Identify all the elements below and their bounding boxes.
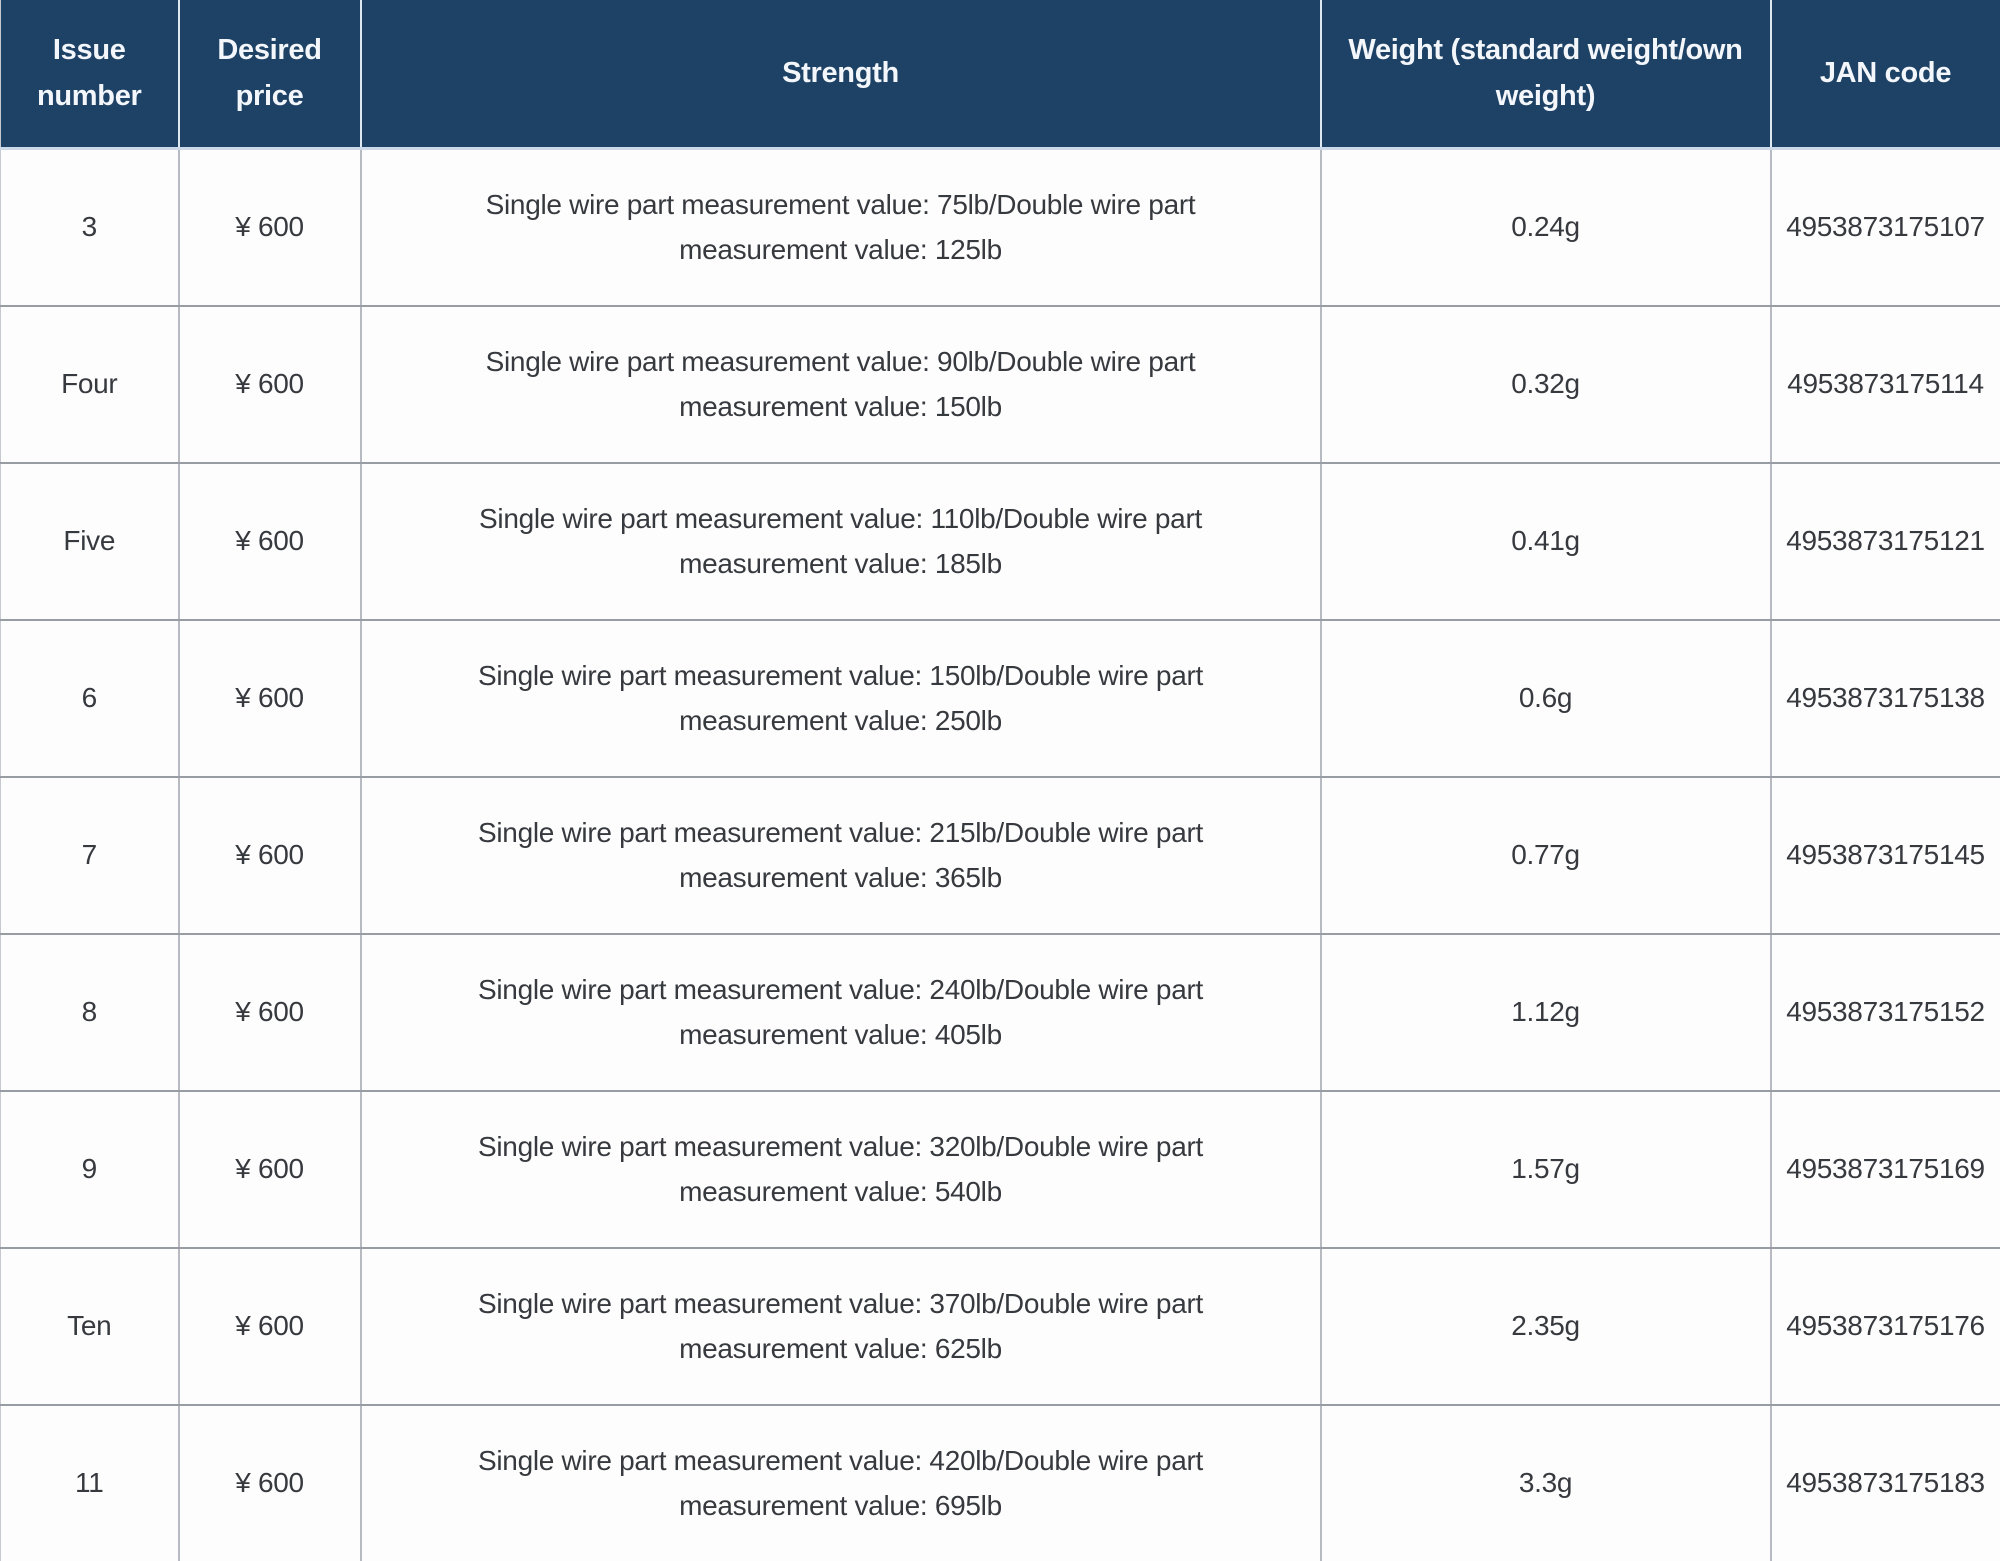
cell-jan-code: 4953873175107: [1770, 148, 2000, 307]
cell-desired-price: ¥ 600: [178, 1405, 362, 1561]
cell-issue-number: Five: [0, 463, 180, 621]
table-row: 11 ¥ 600 Single wire part measurement va…: [0, 1405, 2000, 1561]
column-header-desired-price: Desired price: [178, 0, 362, 150]
cell-weight: 0.24g: [1320, 148, 1772, 307]
cell-strength: Single wire part measurement value: 150l…: [360, 620, 1322, 778]
cell-desired-price: ¥ 600: [178, 620, 362, 778]
cell-weight: 0.77g: [1320, 777, 1772, 935]
cell-issue-number: Four: [0, 306, 180, 464]
cell-issue-number: 8: [0, 934, 180, 1092]
cell-jan-code: 4953873175176: [1770, 1248, 2000, 1406]
cell-weight: 0.41g: [1320, 463, 1772, 621]
cell-jan-code: 4953873175152: [1770, 934, 2000, 1092]
column-header-issue-number: Issue number: [0, 0, 180, 150]
cell-strength: Single wire part measurement value: 90lb…: [360, 306, 1322, 464]
cell-jan-code: 4953873175169: [1770, 1091, 2000, 1249]
cell-strength: Single wire part measurement value: 370l…: [360, 1248, 1322, 1406]
cell-strength: Single wire part measurement value: 75lb…: [360, 148, 1322, 307]
cell-jan-code: 4953873175138: [1770, 620, 2000, 778]
cell-weight: 3.3g: [1320, 1405, 1772, 1561]
cell-issue-number: 7: [0, 777, 180, 935]
cell-weight: 1.57g: [1320, 1091, 1772, 1249]
cell-jan-code: 4953873175114: [1770, 306, 2000, 464]
cell-strength: Single wire part measurement value: 240l…: [360, 934, 1322, 1092]
cell-weight: 0.6g: [1320, 620, 1772, 778]
cell-desired-price: ¥ 600: [178, 934, 362, 1092]
column-header-jan-code: JAN code: [1770, 0, 2000, 150]
cell-issue-number: 6: [0, 620, 180, 778]
header-row: Issue number Desired price Strength Weig…: [0, 0, 2000, 150]
table-row: 7 ¥ 600 Single wire part measurement val…: [0, 777, 2000, 935]
cell-weight: 2.35g: [1320, 1248, 1772, 1406]
table-row: Five ¥ 600 Single wire part measurement …: [0, 463, 2000, 621]
cell-desired-price: ¥ 600: [178, 463, 362, 621]
cell-desired-price: ¥ 600: [178, 1091, 362, 1249]
cell-jan-code: 4953873175183: [1770, 1405, 2000, 1561]
table-row: 9 ¥ 600 Single wire part measurement val…: [0, 1091, 2000, 1249]
cell-desired-price: ¥ 600: [178, 306, 362, 464]
cell-issue-number: 3: [0, 148, 180, 307]
column-header-strength: Strength: [360, 0, 1322, 150]
cell-weight: 1.12g: [1320, 934, 1772, 1092]
cell-strength: Single wire part measurement value: 420l…: [360, 1405, 1322, 1561]
cell-strength: Single wire part measurement value: 215l…: [360, 777, 1322, 935]
cell-strength: Single wire part measurement value: 110l…: [360, 463, 1322, 621]
table-row: Four ¥ 600 Single wire part measurement …: [0, 306, 2000, 464]
cell-strength: Single wire part measurement value: 320l…: [360, 1091, 1322, 1249]
cell-desired-price: ¥ 600: [178, 148, 362, 307]
table-row: 3 ¥ 600 Single wire part measurement val…: [0, 148, 2000, 307]
column-header-weight: Weight (standard weight/own weight): [1320, 0, 1772, 150]
cell-jan-code: 4953873175121: [1770, 463, 2000, 621]
cell-issue-number: Ten: [0, 1248, 180, 1406]
cell-weight: 0.32g: [1320, 306, 1772, 464]
cell-issue-number: 9: [0, 1091, 180, 1249]
cell-desired-price: ¥ 600: [178, 777, 362, 935]
cell-jan-code: 4953873175145: [1770, 777, 2000, 935]
table-row: Ten ¥ 600 Single wire part measurement v…: [0, 1248, 2000, 1406]
table-row: 8 ¥ 600 Single wire part measurement val…: [0, 934, 2000, 1092]
table-body: 3 ¥ 600 Single wire part measurement val…: [0, 148, 2000, 1561]
cell-desired-price: ¥ 600: [178, 1248, 362, 1406]
table-header: Issue number Desired price Strength Weig…: [0, 0, 2000, 150]
cell-issue-number: 11: [0, 1405, 180, 1561]
table-row: 6 ¥ 600 Single wire part measurement val…: [0, 620, 2000, 778]
